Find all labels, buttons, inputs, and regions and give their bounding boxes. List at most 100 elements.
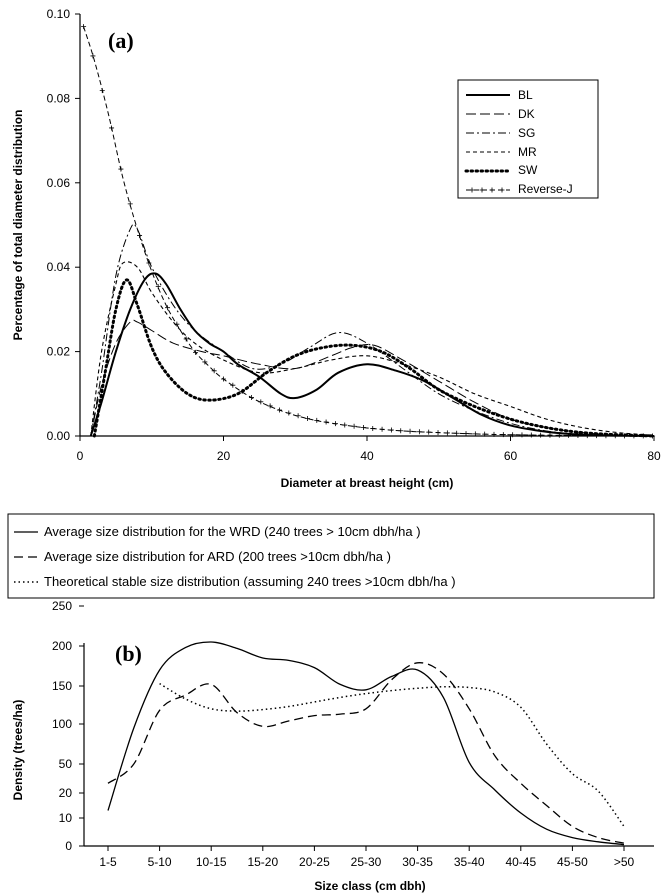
legend-plus-marker bbox=[469, 187, 475, 193]
panel-b-x-tick-label: 35-40 bbox=[454, 855, 485, 869]
reverse-j-marker bbox=[258, 399, 264, 405]
legend-label-sw: SW bbox=[518, 163, 538, 177]
reverse-j-marker bbox=[622, 433, 628, 439]
panel-b-x-tick-label: 10-15 bbox=[196, 855, 227, 869]
reverse-j-marker bbox=[388, 427, 394, 433]
reverse-j-marker bbox=[295, 413, 301, 419]
panel-b-legend-items bbox=[14, 531, 38, 583]
reverse-j-marker bbox=[267, 403, 273, 409]
legend-plus-marker bbox=[499, 187, 505, 193]
panel-a-x-tick-label: 0 bbox=[77, 449, 84, 463]
reverse-j-marker bbox=[612, 433, 618, 439]
panel-a-x-tick-label: 80 bbox=[647, 449, 661, 463]
reverse-j-marker bbox=[491, 431, 497, 437]
reverse-j-marker bbox=[584, 433, 590, 439]
legend-label-sg: SG bbox=[518, 126, 535, 140]
series-line-dk bbox=[90, 319, 655, 437]
reverse-j-marker bbox=[323, 419, 329, 425]
legend-label-theoretical: Theoretical stable size distribution (as… bbox=[44, 574, 456, 589]
panel-a-series-lines bbox=[81, 24, 656, 439]
panel-b-x-tick-label: >50 bbox=[614, 855, 635, 869]
panel-a-legend: BL DK SG MR SW Reverse-J bbox=[457, 79, 599, 199]
panel-b-x-axis-title: Size class (cm dbh) bbox=[314, 879, 425, 893]
reverse-j-marker bbox=[640, 433, 646, 439]
panel-b-x-tick-label: 45-50 bbox=[557, 855, 588, 869]
reverse-j-marker bbox=[230, 382, 236, 388]
panel-a-x-tick-label: 40 bbox=[360, 449, 374, 463]
panel-a-y-tick-label: 0.00 bbox=[47, 429, 71, 443]
legend-plus-marker bbox=[479, 187, 485, 193]
reverse-j-marker bbox=[454, 430, 460, 436]
panel-b-y-tick-label: 100 bbox=[52, 717, 72, 731]
panel-b-x-tick-label: 40-45 bbox=[505, 855, 536, 869]
reverse-j-marker bbox=[342, 422, 348, 428]
panel-a-label: (a) bbox=[108, 28, 134, 53]
legend-label-bl: BL bbox=[518, 88, 533, 102]
series-line-mr bbox=[90, 261, 655, 437]
series-line-sw bbox=[92, 278, 656, 438]
reverse-j-marker bbox=[556, 432, 562, 438]
reverse-j-marker bbox=[444, 430, 450, 436]
reverse-j-marker bbox=[146, 260, 152, 266]
reverse-j-marker bbox=[416, 429, 422, 435]
reverse-j-marker bbox=[183, 336, 189, 342]
reverse-j-marker bbox=[109, 125, 115, 131]
reverse-j-marker bbox=[248, 395, 254, 401]
reverse-j-marker bbox=[99, 88, 105, 94]
reverse-j-marker bbox=[575, 433, 581, 439]
reverse-j-marker bbox=[538, 432, 544, 438]
reverse-j-marker bbox=[528, 432, 534, 438]
panel-b-y-axis-title: Density (trees/ha) bbox=[11, 700, 25, 801]
panel-b-legend: Average size distribution for the WRD (2… bbox=[7, 513, 655, 599]
panel-b-x-tick-label: 5-10 bbox=[148, 855, 172, 869]
reverse-j-marker bbox=[118, 166, 124, 172]
panel-b-y-tick-label: 20 bbox=[59, 786, 73, 800]
reverse-j-marker bbox=[81, 24, 87, 30]
reverse-j-marker bbox=[500, 432, 506, 438]
panel-b: Average size distribution for the WRD (2… bbox=[7, 513, 655, 893]
panel-a-x-tick-label: 60 bbox=[504, 449, 518, 463]
panel-b-y-tick-label: 50 bbox=[59, 757, 73, 771]
reverse-j-marker bbox=[314, 417, 320, 423]
legend-plus-marker bbox=[489, 187, 495, 193]
reverse-j-marker bbox=[332, 421, 338, 427]
reverse-j-marker bbox=[482, 431, 488, 437]
panel-b-y-tick-label: 150 bbox=[52, 679, 72, 693]
panel-b-series-lines bbox=[107, 641, 625, 846]
panel-a-x-axis-title: Diameter at breast height (cm) bbox=[281, 476, 454, 490]
reverse-j-marker bbox=[435, 430, 441, 436]
panel-b-y-tick-label: 200 bbox=[52, 639, 72, 653]
panel-a: 0.00 0.02 0.04 0.06 0.08 0.10 0 20 40 60 80 (a) Di… bbox=[11, 7, 661, 490]
reverse-j-marker bbox=[351, 423, 357, 429]
series-line-bl bbox=[89, 272, 655, 437]
panel-a-y-tick-label: 0.04 bbox=[47, 260, 71, 274]
reverse-j-marker bbox=[594, 433, 600, 439]
panel-b-y-tick-label: 0 bbox=[65, 839, 72, 853]
reverse-j-marker bbox=[304, 415, 310, 421]
reverse-j-marker bbox=[90, 53, 96, 59]
reverse-j-marker bbox=[398, 428, 404, 434]
reverse-j-marker bbox=[155, 284, 161, 290]
reverse-j-marker bbox=[221, 376, 226, 382]
reverse-j-marker bbox=[426, 429, 432, 435]
panel-a-ticks: 0.00 0.02 0.04 0.06 0.08 0.10 0 20 40 60 80 bbox=[47, 7, 661, 463]
panel-b-x-tick-label: 15-20 bbox=[247, 855, 278, 869]
legend-label-ard: Average size distribution for ARD (200 t… bbox=[44, 549, 391, 564]
panel-a-y-tick-label: 0.02 bbox=[47, 345, 71, 359]
panel-a-y-tick-label: 0.08 bbox=[47, 91, 71, 105]
reverse-j-marker bbox=[360, 425, 366, 431]
reverse-j-marker bbox=[603, 433, 609, 439]
panel-b-label: (b) bbox=[115, 641, 142, 666]
panel-b-ticks: 0 10 20 50 100 150 200 250 1-5 5-10 10-15 15-20 20-2… bbox=[52, 599, 635, 869]
panel-b-y-tick-label: 250 bbox=[52, 599, 72, 613]
reverse-j-marker bbox=[127, 201, 133, 207]
reverse-j-marker bbox=[631, 433, 637, 439]
reverse-j-marker bbox=[472, 431, 478, 437]
legend-label-reverse-j: Reverse-J bbox=[518, 182, 573, 196]
panel-b-x-tick-label: 1-5 bbox=[99, 855, 117, 869]
series-line-sg bbox=[90, 223, 655, 437]
panel-b-x-tick-label: 30-35 bbox=[402, 855, 433, 869]
panel-a-x-tick-label: 20 bbox=[217, 449, 231, 463]
reverse-j-marker bbox=[370, 425, 376, 431]
reverse-j-marker bbox=[193, 349, 199, 355]
